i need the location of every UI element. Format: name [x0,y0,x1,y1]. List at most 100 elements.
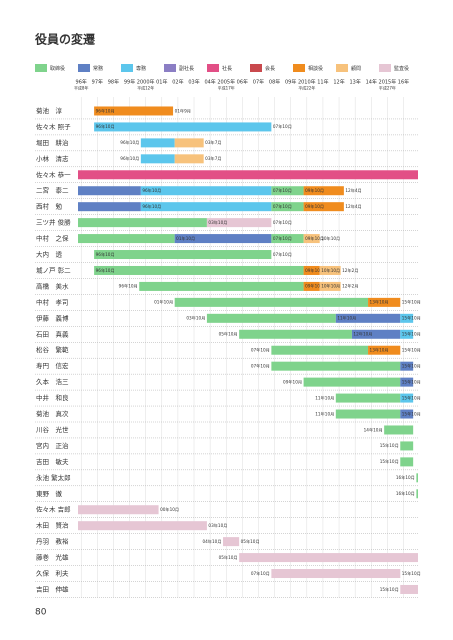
person-name: 木田 賢治 [36,521,69,530]
role-bar [140,138,175,148]
role-bar [384,425,414,435]
person-name: 小林 清志 [36,154,69,163]
role-bar [271,361,401,371]
date-label: 96年10月 [119,283,138,290]
legend-swatch [379,64,391,72]
role-bar [271,186,304,196]
person-name: 吉田 敏夫 [36,457,69,466]
era-label: 平成17年 [218,85,235,91]
legend-label: 社長 [222,65,232,72]
person-name: 佐々木 恭一 [36,170,71,179]
era-label: 平成12年 [137,85,154,91]
legend-swatch [293,64,305,72]
date-label: 15年10月 [380,458,399,465]
role-bar [400,457,414,467]
x-tick-label: 09年 [285,79,296,86]
person-name: 佐々木 吉郎 [36,505,71,514]
x-tick-label: 98年 [108,79,119,86]
role-bar [174,234,272,244]
role-bar [140,154,175,164]
date-label: 12年10月 [353,331,372,338]
x-tick-label: 97年 [92,79,103,86]
x-tick-label: 06年 [237,79,248,86]
date-label: 96年10月 [96,267,115,274]
date-label: 07年10月 [273,123,292,130]
person-name: 久本 浩三 [36,377,69,386]
x-tick-label: 2010年 [298,79,316,86]
date-label: 15年10月 [402,362,421,369]
x-tick-label: 01年 [156,79,167,86]
person-name: 中村 孝司 [36,297,69,306]
date-label: 05年10月 [219,554,238,561]
era-label: 平成8年 [74,85,89,91]
role-bar [335,393,401,403]
person-name: 中村 之保 [36,234,69,243]
role-bar [271,202,304,212]
date-label: 01年10月 [154,299,173,306]
role-bar [174,154,204,164]
role-bar [94,106,174,116]
person-name: 二宮 泰二 [36,186,69,195]
person-name: 伊藤 義博 [36,313,69,322]
role-bar [303,234,320,244]
date-label: 05年10月 [219,331,238,338]
person-name: 川谷 光世 [36,425,69,434]
date-label: 07年10月 [273,203,292,210]
person-name: 永池 繁太郎 [36,473,71,482]
role-bar [271,569,401,579]
legend-swatch [250,64,262,72]
date-label: 11年10月 [315,394,334,401]
date-label: 96年10月 [96,123,115,130]
date-label: 11年10月 [315,410,334,417]
role-bar [400,441,414,451]
person-name: 藤巻 光雄 [36,553,69,562]
role-bar [174,138,204,148]
date-label: 10年10月 [321,283,340,290]
person-name: 松谷 繁範 [36,345,69,354]
date-label: 12年4月 [345,203,361,210]
date-label: 03年10月 [208,219,227,226]
date-label: 12年2月 [342,267,358,274]
date-label: 16年10月 [396,490,415,497]
x-tick-label: 2005年 [217,79,235,86]
person-name: 大内 透 [36,250,63,259]
x-tick-label: 16年 [398,79,409,86]
legend-label: 副社長 [179,65,194,72]
role-bar [94,122,272,132]
role-bar [239,553,418,563]
date-label: 12年4月 [345,187,361,194]
x-tick-label: 12年 [333,79,344,86]
person-name: 西村 勉 [36,202,63,211]
role-bar [239,329,352,339]
date-label: 04年10月 [202,538,221,545]
date-label: 16年10月 [396,474,415,481]
role-bar [140,202,272,212]
role-bar [416,473,418,483]
date-label: 13年10月 [370,347,389,354]
era-label: 平成22年 [298,85,315,91]
date-label: 15年10月 [402,394,421,401]
date-label: 96年10月 [142,203,161,210]
person-name: 佐々木 照子 [36,122,71,131]
role-bar [400,393,414,403]
x-tick-label: 03年 [188,79,199,86]
x-tick-label: 99年 [124,79,135,86]
date-label: 96年10月 [96,107,115,114]
person-name: 三ツ井 俊勝 [36,218,71,227]
role-bar [78,186,141,196]
legend-label: 専務 [136,65,146,72]
role-bar [303,281,320,291]
date-label: 10年10月 [321,235,340,242]
date-label: 15年10月 [402,378,421,385]
date-label: 01年9月 [175,107,191,114]
role-bar [223,537,240,547]
x-tick-label: 2000年 [137,79,155,86]
date-label: 09年10月 [305,187,324,194]
date-label: 13年10月 [370,299,389,306]
date-label: 07年10月 [251,347,270,354]
role-bar [78,521,207,531]
date-label: 07年10月 [273,219,292,226]
person-name: 石田 真義 [36,329,69,338]
date-label: 11年10月 [337,315,356,322]
